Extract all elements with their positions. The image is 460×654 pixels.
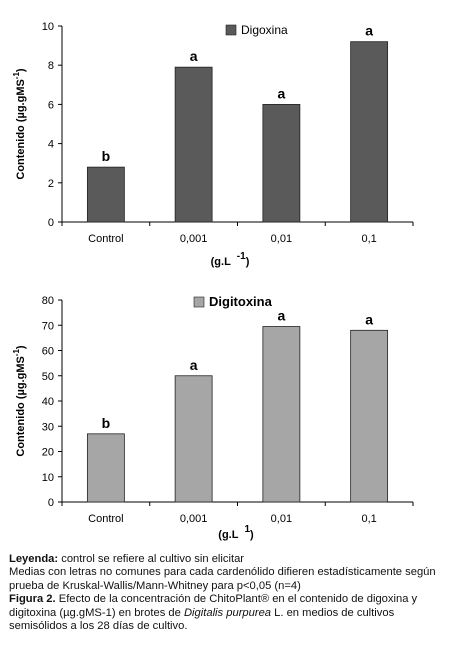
y-tick-label: 60 (42, 346, 54, 358)
y-tick-label: 0 (48, 217, 54, 229)
bar (86, 433, 125, 503)
bar (262, 104, 301, 223)
caption-figura-text-2: L. en medios de cultivos semisólidos a l… (9, 606, 395, 633)
y-tick-label: 50 (42, 371, 54, 383)
y-tick-label: 30 (42, 421, 54, 433)
legend-swatch (193, 296, 205, 308)
x-tick-label: Control (88, 513, 123, 525)
y-tick-label: 0 (48, 497, 54, 509)
y-axis-title: Contenido (µg.gMS-1) (12, 345, 27, 457)
significance-letter: a (365, 311, 373, 327)
y-tick-label: 4 (48, 139, 54, 151)
bar (174, 66, 213, 223)
x-axis-title: (g.L 1) (218, 524, 254, 541)
legend-swatch (225, 24, 237, 36)
y-tick-label: 20 (42, 447, 54, 459)
chart-digitoxina: 0 10 20 30 40 50 60 70 80 b Control a 0,001 a 0,01 a 0,1… (12, 294, 414, 541)
significance-letter: a (365, 23, 373, 39)
y-tick-label: 70 (42, 320, 54, 332)
y-tick-label: 10 (42, 21, 54, 33)
y-tick-label: 10 (42, 472, 54, 484)
caption-figura-label: Figura 2. (9, 593, 56, 606)
x-tick-label: 0,1 (361, 233, 376, 245)
caption-leyenda-text: control se refiere al cultivo sin elicit… (58, 553, 245, 565)
figure-caption: Leyenda: control se refiere al cultivo s… (9, 553, 454, 633)
x-tick-label: Control (88, 233, 123, 245)
legend-label: Digitoxina (209, 294, 273, 309)
significance-letter: b (102, 148, 111, 164)
significance-letter: a (277, 308, 285, 324)
caption-species: Digitalis purpurea (183, 606, 272, 619)
bar (174, 375, 213, 503)
x-axis-title: (g.L -1) (211, 251, 250, 268)
significance-letter: b (102, 415, 111, 431)
caption-figure-line: Figura 2. Efecto de la concentración de … (9, 593, 454, 633)
chart-digoxina: 0 2 4 6 8 10 b Control a 0,001 a 0,01 a 0,1 Digoxina Co… (12, 21, 414, 268)
x-tick-label: 0,01 (271, 513, 292, 525)
caption-leyenda-label: Leyenda: (9, 553, 59, 565)
y-tick-label: 80 (42, 295, 54, 307)
y-tick-label: 40 (42, 396, 54, 408)
x-tick-label: 0,01 (271, 233, 292, 245)
y-tick-label: 6 (48, 99, 54, 111)
bar (86, 166, 125, 223)
x-tick-label: 0,001 (180, 513, 208, 525)
x-tick-label: 0,1 (361, 513, 376, 525)
significance-letter: a (190, 48, 198, 64)
legend-label: Digoxina (241, 23, 288, 37)
caption-legend-line: Leyenda: control se refiere al cultivo s… (9, 553, 454, 566)
bar (350, 329, 389, 503)
significance-letter: a (190, 357, 198, 373)
y-tick-label: 8 (48, 60, 54, 72)
x-tick-label: 0,001 (180, 233, 208, 245)
bar (262, 326, 301, 503)
y-axis-title: Contenido (µg.gMS-1) (12, 68, 27, 180)
caption-medias: Medias con letras no comunes para cada c… (9, 566, 436, 592)
bar (350, 41, 389, 223)
significance-letter: a (277, 85, 285, 101)
caption-figura-text-1: Efecto de la concentración de ChitoPlant… (9, 593, 418, 619)
y-tick-label: 2 (48, 178, 54, 190)
